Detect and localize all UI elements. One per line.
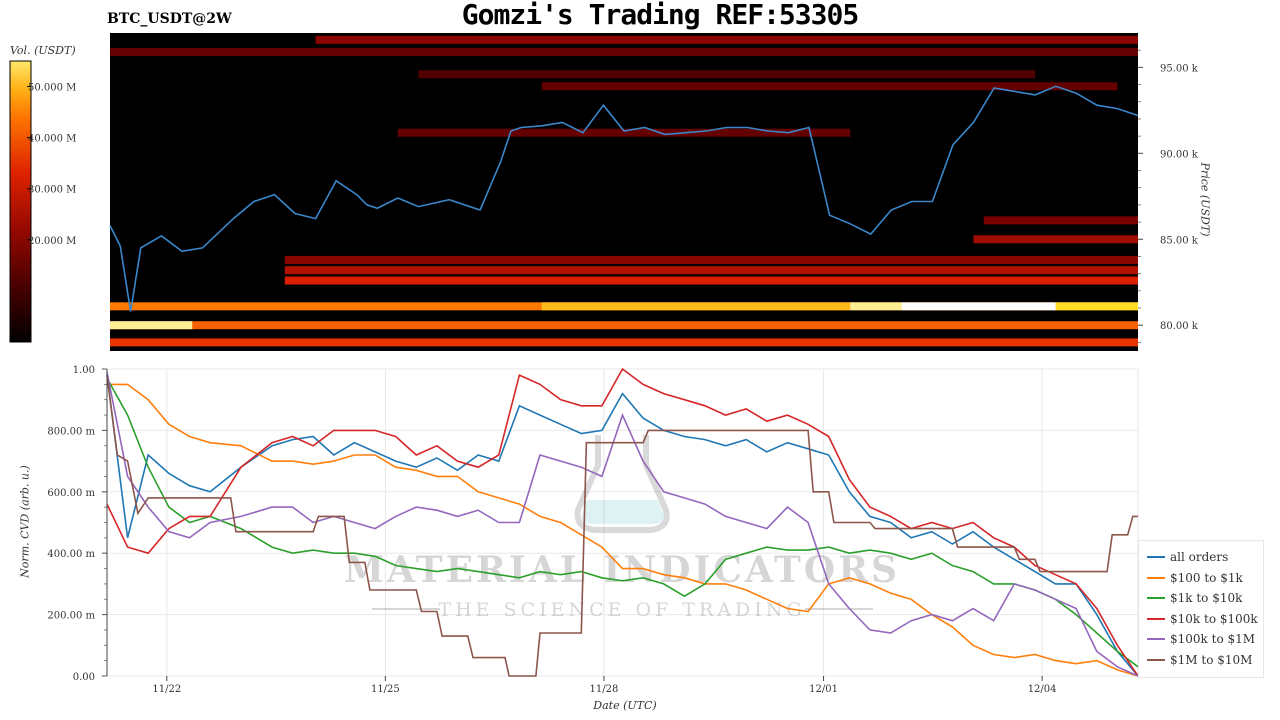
series-line-all_orders bbox=[106, 374, 1139, 677]
chart-title: Gomzi's Trading REF:53305 bbox=[461, 0, 859, 31]
liquidity-band bbox=[284, 255, 1138, 264]
liquidity-band bbox=[284, 276, 1138, 285]
legend-label: all orders bbox=[1170, 550, 1229, 564]
liquidity-band bbox=[418, 70, 1036, 79]
heatmap-panel: 95.00 k 90.00 k 85.00 k 80.00 k 50.000 M 40.0… bbox=[9, 33, 1199, 351]
legend-item[interactable]: $100 to $1k bbox=[1147, 570, 1243, 586]
y-tick-label: 600.00 m bbox=[47, 488, 95, 499]
legend-label: $1M to $10M bbox=[1170, 652, 1253, 667]
colorbar bbox=[9, 60, 32, 343]
legend-swatch bbox=[1147, 597, 1165, 599]
flask-liquid bbox=[581, 500, 664, 524]
legend-swatch bbox=[1147, 576, 1165, 579]
price-tick-label: 95.00 k bbox=[1160, 63, 1199, 74]
colorbar-tick-label: 50.000 M bbox=[28, 83, 76, 94]
series-line-usd1k_10k bbox=[106, 377, 1139, 668]
series-line-usd1m_10m bbox=[106, 374, 1138, 677]
liquidity-band bbox=[110, 47, 1138, 56]
liquidity-hotspot bbox=[850, 302, 902, 311]
x-tick-label: 11/28 bbox=[590, 684, 619, 695]
colorbar-tick-label: 20.000 M bbox=[28, 236, 76, 247]
symbol-label: BTC_USDT@2W bbox=[107, 11, 232, 27]
series-line-usd10k_100k bbox=[106, 367, 1139, 677]
legend-label: $1k to $10k bbox=[1170, 591, 1243, 605]
liquidity-band bbox=[284, 266, 1138, 275]
date-axis-label: Date (UTC) bbox=[593, 699, 657, 712]
y-tick-label: 400.00 m bbox=[47, 549, 95, 560]
x-tick-label: 11/25 bbox=[371, 684, 400, 695]
watermark-tagline: THE SCIENCE OF TRADING bbox=[438, 599, 805, 621]
price-line bbox=[109, 85, 1139, 312]
legend-swatch bbox=[1147, 658, 1165, 661]
liquidity-band bbox=[541, 82, 1118, 91]
series-line-usd100k_1m bbox=[106, 371, 1139, 677]
price-tick-label: 90.00 k bbox=[1160, 149, 1199, 160]
colorbar-tick-label: 40.000 M bbox=[28, 134, 76, 145]
legend-item[interactable]: all orders bbox=[1147, 549, 1228, 565]
liquidity-band bbox=[110, 321, 1138, 330]
liquidity-band bbox=[315, 35, 1139, 44]
y-tick-label: 200.00 m bbox=[47, 611, 95, 622]
legend-item[interactable]: $10k to $100k bbox=[1147, 611, 1258, 627]
cvd-plot-area bbox=[106, 368, 1139, 677]
legend-label: $100k to $1M bbox=[1170, 632, 1256, 646]
y-tick-label: 0.00 bbox=[73, 672, 95, 683]
legend-item[interactable]: $1k to $10k bbox=[1147, 590, 1242, 606]
liquidity-band bbox=[973, 235, 1138, 244]
flask-icon bbox=[574, 435, 670, 533]
y-tick-label: 800.00 m bbox=[47, 426, 95, 437]
watermark-text: MATERIAL INDICATORS bbox=[344, 549, 900, 591]
legend-item[interactable]: $100k to $1M bbox=[1147, 631, 1255, 647]
liquidity-band bbox=[110, 338, 1138, 347]
legend-label: $100 to $1k bbox=[1170, 570, 1243, 585]
liquidity-band bbox=[397, 128, 851, 137]
cvd-panel: MATERIAL INDICATORS THE SCIENCE OF TRADIN… bbox=[47, 365, 1139, 695]
price-tick-label: 80.00 k bbox=[1160, 321, 1199, 332]
y-tick-label: 1.00 bbox=[73, 365, 95, 376]
x-tick-label: 12/01 bbox=[809, 684, 838, 695]
price-tick-label: 85.00 k bbox=[1160, 235, 1199, 246]
watermark: MATERIAL INDICATORS THE SCIENCE OF TRADIN… bbox=[344, 435, 900, 621]
legend-swatch bbox=[1147, 617, 1165, 620]
legend-swatch bbox=[1147, 638, 1165, 640]
x-tick-label: 12/04 bbox=[1028, 684, 1057, 695]
legend-label: $10k to $100k bbox=[1170, 611, 1258, 626]
liquidity-hotspot bbox=[541, 302, 851, 311]
legend-swatch bbox=[1147, 556, 1165, 558]
liquidity-hotspot bbox=[110, 321, 193, 330]
liquidity-band bbox=[983, 216, 1138, 225]
legend-item[interactable]: $1M to $10M bbox=[1147, 652, 1252, 668]
x-tick-label: 11/22 bbox=[152, 684, 181, 695]
liquidity-hotspot bbox=[901, 302, 1056, 311]
legend: all orders $100 to $1k $1k to $10k $10k to … bbox=[1138, 540, 1264, 678]
colorbar-label: Vol. (USDT) bbox=[10, 44, 76, 57]
colorbar-tick-label: 30.000 M bbox=[28, 185, 76, 196]
liquidity-hotspot bbox=[1055, 302, 1138, 311]
series-line-usd100_1k bbox=[107, 383, 1139, 677]
